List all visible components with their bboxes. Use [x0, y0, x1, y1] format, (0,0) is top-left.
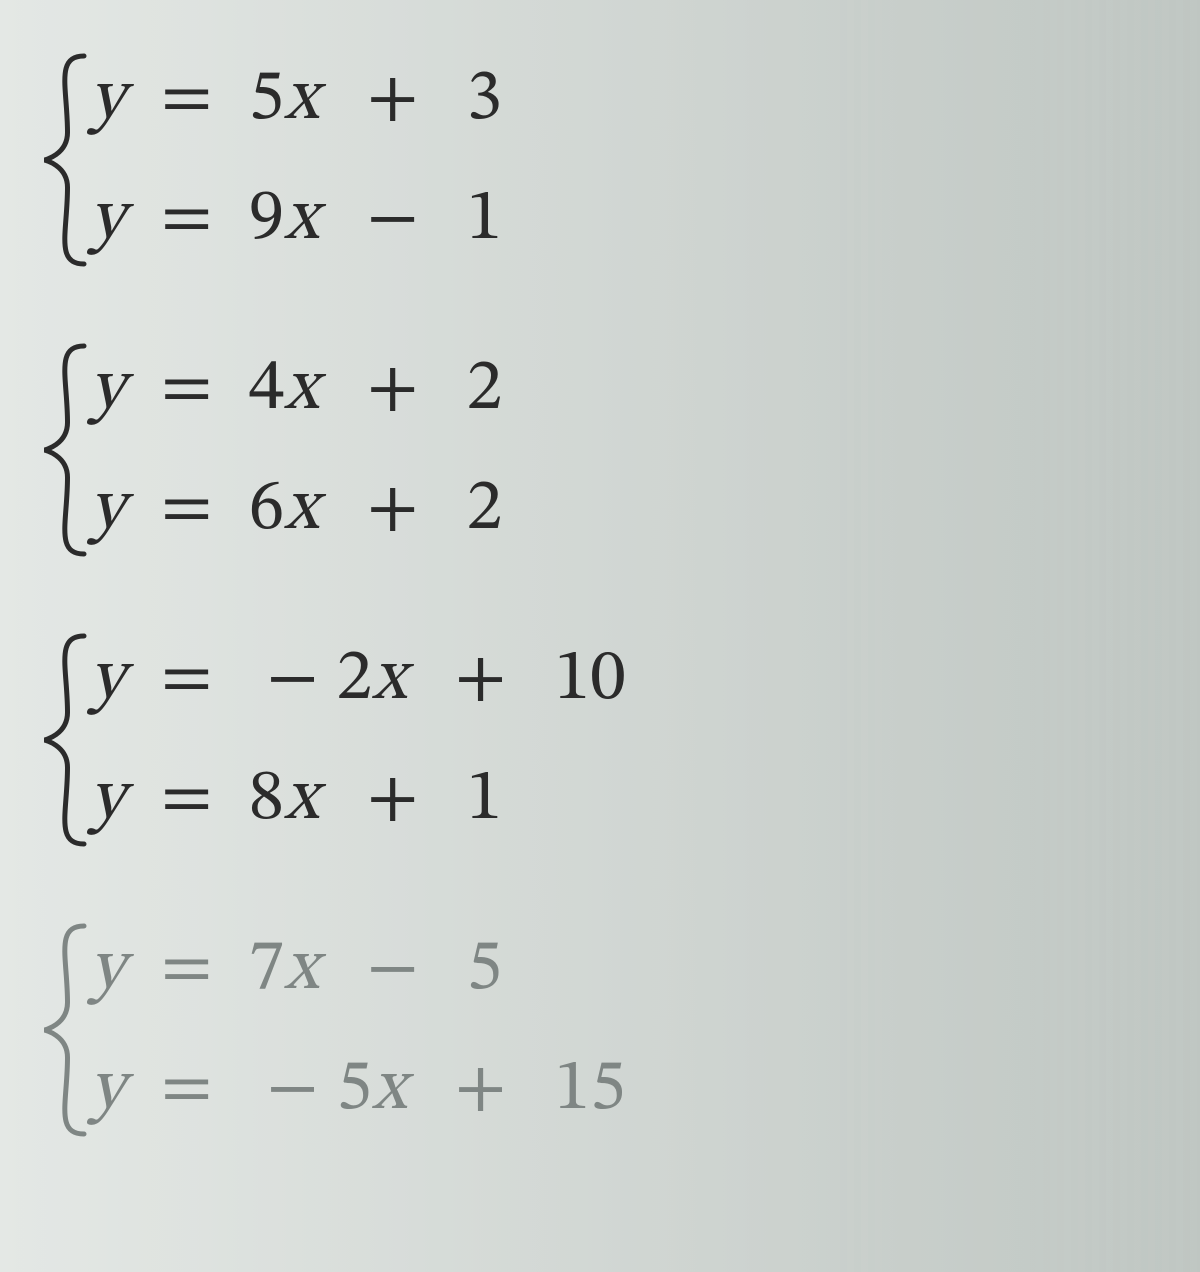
leading-minus: −: [267, 644, 319, 716]
coefficient: 5: [336, 1054, 372, 1126]
equals-sign: =: [161, 184, 213, 256]
variable-y: y: [90, 354, 125, 426]
coefficient: 4: [249, 354, 285, 426]
equation-line: y = 9x−1: [90, 184, 502, 256]
constant: 2: [467, 474, 503, 546]
operator: +: [455, 644, 507, 716]
constant: 10: [554, 644, 625, 716]
equation-line: y = 5x +3: [90, 64, 502, 136]
equation-line: y = 8x +1: [90, 764, 626, 836]
equals-sign: =: [161, 354, 213, 426]
equation-pair: y=5x+3y=9x−1: [90, 50, 502, 270]
left-brace-icon: [20, 340, 90, 560]
coefficient: 2: [336, 644, 372, 716]
equation-line: y =−5x +15: [90, 1054, 626, 1126]
operator: +: [367, 64, 419, 136]
left-brace-icon: [20, 630, 90, 850]
variable-x: x: [372, 644, 407, 716]
operator: +: [455, 1054, 507, 1126]
variable-y: y: [90, 934, 125, 1006]
equation-list: y=5x+3y=9x−1 y=4x+2y=6x+2 y=−2x+10y=8x+1…: [20, 40, 1180, 1140]
variable-x: x: [284, 474, 319, 546]
equation-system: y=4x+2y=6x+2: [20, 340, 1180, 560]
constant: 15: [554, 1054, 625, 1126]
equals-sign: =: [161, 64, 213, 136]
variable-x: x: [284, 764, 319, 836]
variable-y: y: [90, 644, 125, 716]
equation-line: y = 4x +2: [90, 354, 502, 426]
equation-line: y =−2x +10: [90, 644, 626, 716]
variable-x: x: [284, 64, 319, 136]
leading-minus: −: [267, 1054, 319, 1126]
variable-y: y: [90, 64, 125, 136]
constant: 2: [467, 354, 503, 426]
equation-pair: y=−2x+10y=8x+1: [90, 630, 626, 850]
variable-x: x: [284, 934, 319, 1006]
constant: 3: [467, 64, 503, 136]
page-root: y=5x+3y=9x−1 y=4x+2y=6x+2 y=−2x+10y=8x+1…: [0, 0, 1200, 1272]
coefficient: 5: [249, 64, 285, 136]
variable-x: x: [372, 1054, 407, 1126]
equation-line: y = 7x−5: [90, 934, 626, 1006]
equation-pair: y=4x+2y=6x+2: [90, 340, 502, 560]
variable-x: x: [284, 354, 319, 426]
coefficient: 7: [249, 934, 285, 1006]
equals-sign: =: [161, 934, 213, 1006]
variable-y: y: [90, 1054, 125, 1126]
equation-system: y=7x−5y=−5x+15: [20, 920, 1180, 1140]
coefficient: 9: [249, 184, 285, 256]
variable-y: y: [90, 764, 125, 836]
equals-sign: =: [161, 474, 213, 546]
variable-y: y: [90, 474, 125, 546]
operator: −: [367, 934, 419, 1006]
constant: 1: [467, 764, 503, 836]
variable-x: x: [284, 184, 319, 256]
left-brace-icon: [20, 50, 90, 270]
variable-y: y: [90, 184, 125, 256]
equation-system: y=5x+3y=9x−1: [20, 50, 1180, 270]
equation-system: y=−2x+10y=8x+1: [20, 630, 1180, 850]
operator: −: [367, 184, 419, 256]
equation-line: y = 6x +2: [90, 474, 502, 546]
constant: 1: [467, 184, 503, 256]
constant: 5: [467, 934, 503, 1006]
coefficient: 6: [249, 474, 285, 546]
operator: +: [367, 474, 419, 546]
operator: +: [367, 764, 419, 836]
left-brace-icon: [20, 920, 90, 1140]
equals-sign: =: [161, 1054, 213, 1126]
operator: +: [367, 354, 419, 426]
coefficient: 8: [249, 764, 285, 836]
equals-sign: =: [161, 764, 213, 836]
equals-sign: =: [161, 644, 213, 716]
equation-pair: y=7x−5y=−5x+15: [90, 920, 626, 1140]
